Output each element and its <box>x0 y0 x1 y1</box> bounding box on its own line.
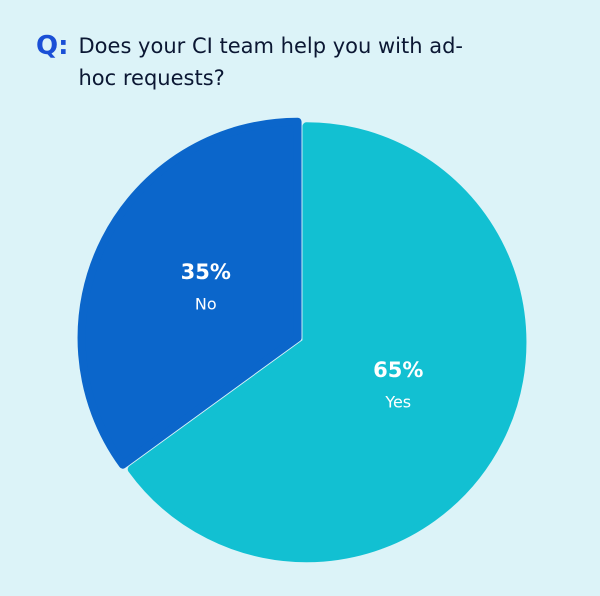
slice-value-label: 35% <box>181 260 231 284</box>
slice-category-label: No <box>195 294 217 313</box>
title-prefix: Q: <box>36 31 69 61</box>
chart-title: Does your CI team help you with ad-hoc r… <box>78 34 463 90</box>
title-block: Q: Does your CI team help you with ad-ho… <box>36 30 576 94</box>
slice-value-label: 65% <box>373 358 423 382</box>
slice-category-label: Yes <box>384 393 411 412</box>
pie-slice <box>127 122 527 563</box>
pie-slice <box>77 117 302 469</box>
